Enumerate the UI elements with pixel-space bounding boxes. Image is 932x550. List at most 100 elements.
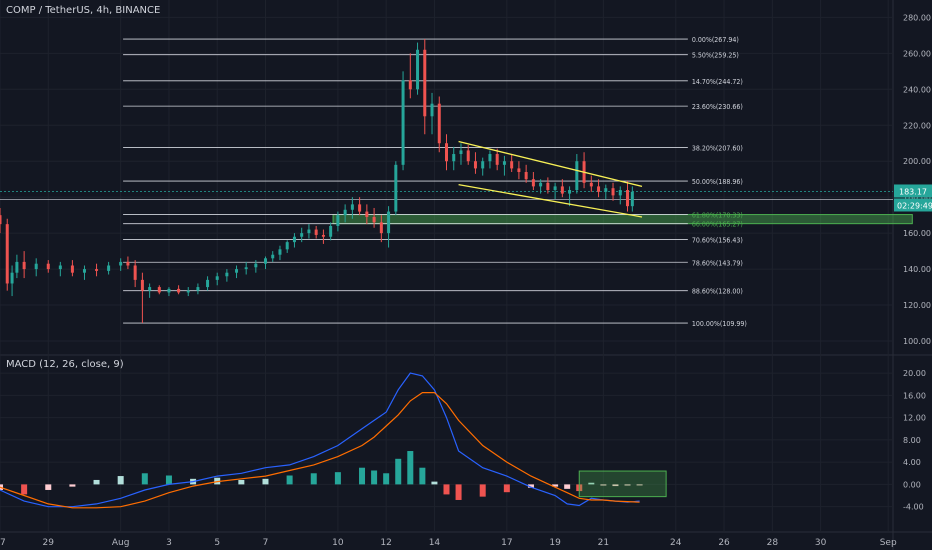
macd-histogram-bar (141, 473, 148, 485)
fib-label: 5.50%(259.25) (692, 52, 739, 60)
macd-histogram-bar (383, 473, 390, 485)
chart-title: COMP / TetherUS, 4h, BINANCE (6, 5, 161, 16)
countdown-tag (894, 198, 932, 212)
candle-body (70, 265, 74, 273)
macd-histogram-bar (238, 479, 245, 485)
x-tick-label: 26 (718, 538, 730, 548)
candle-body (177, 288, 181, 293)
wedge-line (458, 140, 643, 188)
fib-label: 88.60%(128.00) (692, 288, 743, 296)
candle-body (167, 288, 171, 293)
macd-histogram-bar (552, 484, 559, 487)
macd-highlight-box (578, 470, 667, 498)
macd-histogram-bar (334, 472, 341, 485)
macd-histogram-bar (600, 484, 607, 486)
x-tick-label: 29 (43, 538, 55, 548)
candle-body (22, 261, 26, 270)
x-tick-label: 3 (166, 538, 172, 548)
price-tick-label: 280.00 (903, 13, 931, 22)
candle-body (358, 204, 362, 212)
candle-body (10, 272, 14, 284)
candle-body (225, 272, 229, 277)
candle-body (336, 215, 340, 226)
x-tick-label: 19 (549, 538, 561, 548)
candle-body (46, 263, 50, 270)
candle-body (148, 287, 152, 291)
candle-body (575, 161, 579, 190)
x-tick-label: 30 (815, 538, 827, 548)
falling-wedge-layer (458, 140, 643, 218)
price-tick-label: 260.00 (903, 49, 931, 58)
macd-tick-label: 20.00 (903, 369, 926, 378)
macd-histogram-bar (407, 451, 414, 485)
candle-body (524, 172, 528, 180)
candle-body (95, 269, 99, 271)
fib-label: 0.00%(267.94) (692, 36, 739, 44)
candle-body (387, 211, 391, 234)
signal-line (0, 392, 640, 509)
candle-body (618, 189, 622, 196)
candle-body (394, 164, 398, 212)
macd-histogram-bar (310, 473, 317, 485)
candle-body (495, 154, 499, 165)
macd-histogram-bar (165, 475, 172, 485)
macd-histogram-bar (612, 484, 619, 487)
candle-body (416, 49, 420, 90)
candle-body (517, 168, 521, 173)
candle-body (604, 188, 608, 192)
macd-histogram-bar (286, 475, 293, 485)
candle-body (186, 290, 190, 293)
fib-label: 50.00%(188.96) (692, 178, 743, 186)
macd-line (0, 372, 640, 508)
candle-body (133, 265, 137, 280)
candle-body (285, 242, 289, 250)
macd-title: MACD (12, 26, close, 9) (6, 359, 124, 370)
candle-body (329, 225, 333, 237)
fib-label: 100.00%(109.99) (692, 320, 747, 328)
axes-layer: 27 29 Aug 3 5 7 10 12 14 17 19 21 24 26 28 30 Sep 280.00 2… (0, 13, 932, 548)
candle-body (481, 161, 485, 169)
macd-tick-label: 8.00 (903, 436, 921, 445)
candle-body (488, 154, 492, 162)
fib-label: 61.80%(170.33) (692, 212, 743, 220)
candle-body (206, 279, 210, 288)
candle-body (560, 186, 564, 194)
candle-body (140, 279, 144, 291)
macd-histogram-bar (395, 458, 402, 485)
macd-tick-label: 0.00 (903, 480, 921, 489)
macd-histogram-bar (588, 482, 595, 485)
x-tick-label: Sep (880, 538, 897, 548)
last-price-label: 183.17 (899, 187, 927, 196)
candle-body (343, 209, 347, 216)
candles-layer (0, 38, 634, 324)
macd-histogram-bar (371, 470, 378, 485)
candle-body (466, 150, 470, 162)
candle-body (408, 80, 412, 90)
candle-body (510, 161, 514, 169)
macd-histogram-bar (431, 481, 438, 485)
macd-histogram-bar (564, 484, 571, 489)
candle-body (568, 189, 572, 194)
x-tick-label: 28 (767, 538, 779, 548)
support-zone (332, 214, 913, 225)
candle-body (531, 179, 535, 187)
candle-body (215, 276, 219, 280)
last-price-tag (894, 184, 932, 198)
candle-body (126, 261, 130, 266)
candle-body (292, 236, 296, 243)
candle-body (611, 188, 615, 196)
candle-body (196, 287, 200, 291)
macd-histogram-bar (117, 476, 124, 485)
candle-body (589, 182, 593, 187)
x-tick-label: 10 (332, 538, 344, 548)
candle-body (401, 80, 405, 165)
x-tick-label: 17 (501, 538, 512, 548)
macd-histogram-bar (69, 484, 76, 487)
candle-body (553, 186, 557, 190)
macd-histogram-bar (636, 484, 643, 486)
x-tick-label: 21 (598, 538, 609, 548)
candle-body (430, 103, 434, 117)
candle-body (107, 265, 111, 271)
fib-label: 14.70%(244.72) (692, 78, 743, 86)
